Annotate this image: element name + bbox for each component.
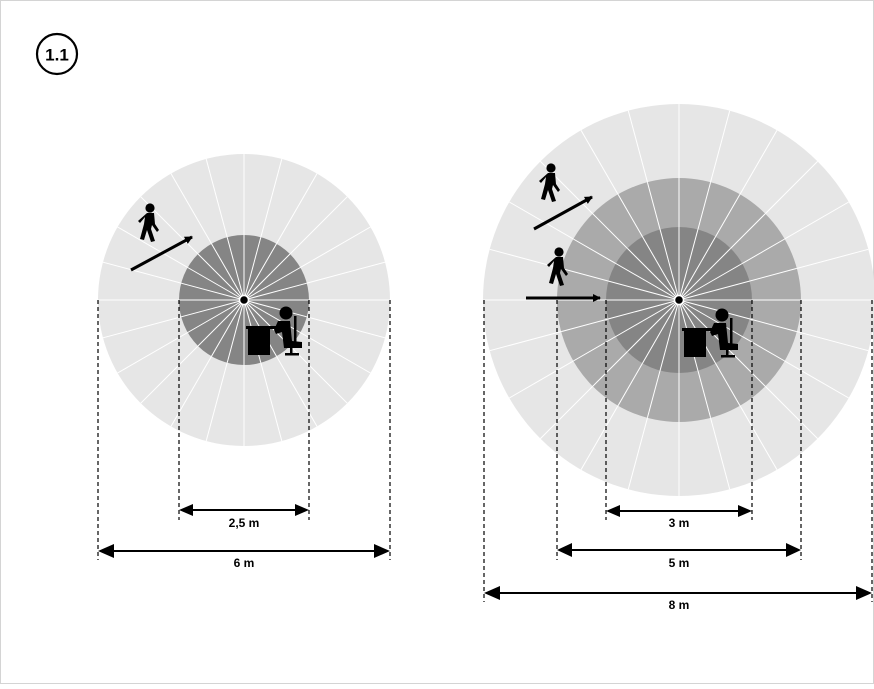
segment-line: [243, 282, 307, 301]
segment-line: [187, 299, 245, 333]
segment-line: [243, 237, 262, 301]
segment-line: [211, 299, 245, 357]
segment-line: [243, 299, 301, 333]
dimension-right-outer: 8 m: [484, 586, 872, 612]
segment-line: [243, 299, 291, 347]
segment-line: [197, 299, 245, 347]
dimension-left-inner: 2,5 m: [179, 504, 309, 530]
segment-line: [243, 253, 291, 301]
right-sensor-point: [673, 294, 685, 306]
segment-line: [197, 253, 245, 301]
segment-line: [642, 299, 680, 364]
dimension-left-outer: 6 m: [98, 544, 390, 570]
segment-line: [187, 267, 245, 301]
left-inner-diameter-label: 2,5 m: [229, 516, 260, 530]
left-sensor-point: [238, 294, 250, 306]
segment-line: [226, 299, 245, 363]
segment-line: [627, 299, 680, 352]
right-inner-rays: [606, 227, 752, 373]
segment-line: [608, 280, 680, 301]
walking-person-icon: [539, 163, 560, 202]
segment-line: [678, 299, 750, 320]
left-inner-rays: [179, 235, 309, 365]
segment-line: [226, 237, 245, 301]
figure-badge: 1.1: [35, 32, 79, 76]
segment-line: [181, 282, 245, 301]
segment-line: [678, 263, 743, 301]
left-detector: 2,5 m 6 m: [97, 154, 391, 570]
segment-line: [615, 299, 680, 337]
dimension-right-middle: 5 m: [557, 543, 801, 570]
segment-line: [211, 243, 245, 301]
left-outer-diameter-label: 6 m: [234, 556, 255, 570]
right-outer-diameter-label: 8 m: [669, 598, 690, 612]
right-detector: 3 m 5 m 8 m: [483, 104, 874, 612]
walking-person-icon: [547, 247, 568, 286]
right-inner-diameter-label: 3 m: [669, 516, 690, 530]
segment-line: [608, 299, 680, 320]
right-middle-diameter-label: 5 m: [669, 556, 690, 570]
segment-line: [243, 243, 277, 301]
seated-worker-icon: [682, 308, 738, 358]
walk-direction-arrow: [130, 235, 193, 272]
segment-line: [642, 236, 680, 301]
segment-line: [678, 236, 716, 301]
badge-circle: [35, 32, 79, 76]
segment-line: [659, 299, 680, 371]
segment-line: [181, 299, 245, 318]
segment-line: [615, 263, 680, 301]
dimension-right-inner: 3 m: [606, 505, 752, 530]
walk-direction-arrow-diagonal: [533, 195, 593, 231]
segment-line: [678, 229, 699, 301]
walking-person-icon: [138, 203, 159, 242]
segment-line: [678, 248, 731, 301]
seated-worker-icon: [246, 306, 302, 356]
segment-line: [678, 280, 750, 301]
segment-line: [243, 267, 301, 301]
segment-line: [659, 229, 680, 301]
segment-line: [243, 299, 307, 318]
segment-line: [627, 248, 680, 301]
badge-label: 1.1: [45, 46, 69, 65]
